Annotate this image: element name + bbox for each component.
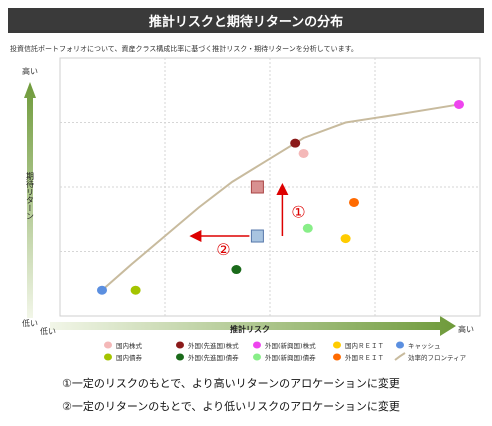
legend-label: 外国(先進国)株式 xyxy=(188,341,239,350)
legend-label: 国内債券 xyxy=(116,353,143,362)
legend-swatch xyxy=(396,341,404,349)
x-axis-gradient-arrow xyxy=(50,316,456,336)
legend-swatch xyxy=(176,341,184,349)
legend-label: 外国(新興国)債券 xyxy=(265,353,316,362)
x-axis-label: 推計リスク xyxy=(230,324,270,334)
legend-swatch xyxy=(253,353,261,361)
legend-label: 外国(先進国)債券 xyxy=(188,353,239,362)
x-low-label: 低い xyxy=(40,326,56,336)
legend-label: 効率的フロンティア xyxy=(408,353,467,362)
legend-swatch-frontier xyxy=(394,352,406,361)
efficient-frontier-line xyxy=(101,103,460,291)
y-high-label: 高い xyxy=(22,66,38,76)
legend-label: キャッシュ xyxy=(408,342,441,350)
arrow-1-label: ① xyxy=(291,203,305,222)
grid-lines xyxy=(60,58,480,316)
target-portfolio-marker xyxy=(250,180,264,194)
legend-swatch xyxy=(333,341,341,349)
legend-label: 外国(新興国)株式 xyxy=(265,341,316,350)
data-point xyxy=(130,285,141,295)
data-point xyxy=(290,138,301,148)
legend-label: 外国ＲＥＩＴ xyxy=(345,353,384,362)
y-axis-gradient-arrow xyxy=(24,82,36,318)
data-point xyxy=(97,285,107,295)
data-point xyxy=(454,99,464,109)
x-high-label: 高い xyxy=(458,324,474,334)
y-low-label: 低い xyxy=(22,318,38,328)
data-point xyxy=(340,234,351,244)
legend-swatch xyxy=(176,353,184,361)
current-portfolio-marker xyxy=(250,229,264,243)
legend-label: 国内ＲＥＩＴ xyxy=(345,341,384,350)
legend-swatch xyxy=(104,341,112,349)
legend-swatch xyxy=(333,353,341,361)
y-axis-label: 期待リターン xyxy=(26,172,35,220)
arrow-2-label: ② xyxy=(216,240,230,259)
legend-swatch xyxy=(253,341,261,349)
data-point xyxy=(302,223,313,233)
data-point xyxy=(298,148,309,158)
legend-swatch xyxy=(104,353,112,361)
data-point xyxy=(349,197,359,207)
note-line-2: ②一定のリターンのもとで、より低いリスクのアロケーションに変更 xyxy=(62,400,400,413)
data-point xyxy=(231,265,242,275)
note-line-1: ①一定のリスクのもとで、より高いリターンのアロケーションに変更 xyxy=(62,377,400,390)
legend-label: 国内株式 xyxy=(116,341,143,350)
chart-subtitle: 投資信託ポートフォリオについて、資産クラス構成比率に基づく推計リスク・期待リター… xyxy=(10,45,358,53)
chart-title: 推計リスクと期待リターンの分布 xyxy=(8,8,484,33)
